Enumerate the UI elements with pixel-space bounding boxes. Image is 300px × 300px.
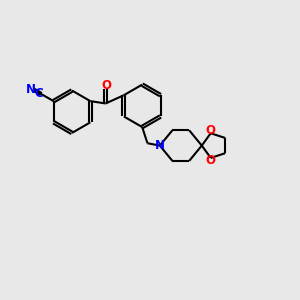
Text: N: N <box>155 139 165 152</box>
Text: O: O <box>206 154 216 167</box>
Text: N: N <box>26 82 36 95</box>
Text: O: O <box>206 124 216 137</box>
Text: C: C <box>34 87 43 100</box>
Text: O: O <box>101 79 111 92</box>
